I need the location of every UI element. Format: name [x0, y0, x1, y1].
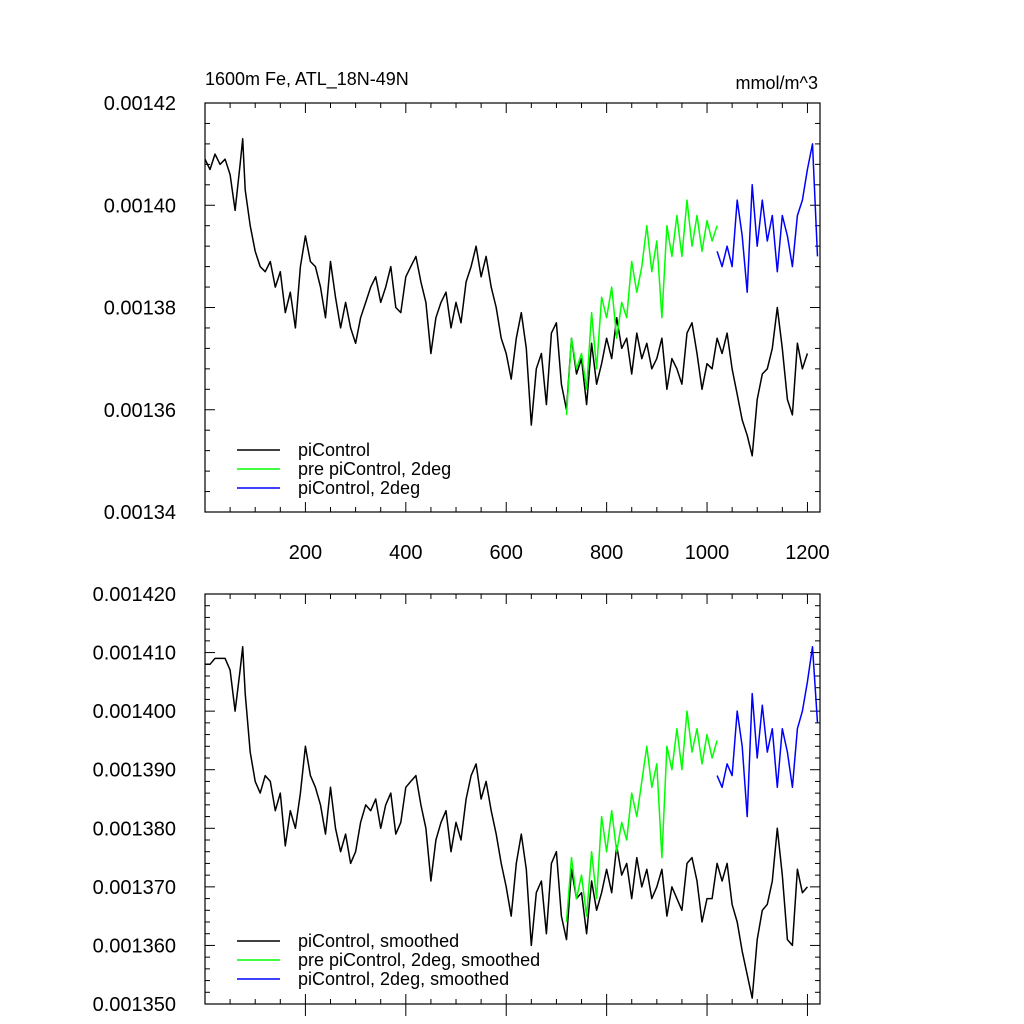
chart-panel-2: 0.001350 0.001360 0.001370 0.001380 0.001390… [93, 584, 821, 1016]
legend-label: piControl [298, 440, 370, 460]
chart-title: 1600m Fe, ATL_18N-49N [205, 69, 409, 90]
series-line-1 [205, 645, 808, 999]
legend-label: pre piControl, 2deg, smoothed [298, 950, 540, 970]
x-tick-label: 1200 [785, 542, 830, 564]
y-tick-label: 0.001350 [93, 994, 176, 1016]
legend-label: piControl, 2deg, smoothed [298, 969, 509, 989]
series-line-3 [716, 143, 819, 293]
legend-label: piControl, smoothed [298, 931, 459, 951]
y-tick-label: 0.00138 [104, 298, 176, 320]
y-tick-label: 0.00142 [104, 93, 176, 115]
series-line-1 [204, 138, 809, 457]
y-tick-label: 0.001360 [93, 935, 176, 957]
y-tick-label: 0.001380 [93, 818, 176, 840]
y-tick-label: 0.00134 [104, 502, 176, 524]
x-tick-label: 800 [590, 542, 623, 564]
y-tick-label: 0.001400 [93, 701, 176, 723]
legend-label: piControl, 2deg [298, 478, 420, 498]
y-tick-label: 0.00136 [104, 400, 176, 422]
chart-panel-1: 200 400 600 800 1000 1200 0.00134 0.00136 0.0013… [104, 69, 830, 564]
series-line-2 [565, 199, 718, 415]
legend-label: pre piControl, 2deg [298, 459, 451, 479]
x-tick-label: 400 [389, 542, 422, 564]
x-tick-label: 600 [490, 542, 523, 564]
y-tick-label: 0.001390 [93, 760, 176, 782]
series-line-2 [565, 710, 718, 923]
series-line-3 [716, 645, 819, 818]
x-tick-label: 200 [289, 542, 322, 564]
x-tick-label: 1000 [685, 542, 730, 564]
y-tick-label: 0.001370 [93, 877, 176, 899]
units-label: mmol/m^3 [736, 73, 818, 93]
y-tick-label: 0.001420 [93, 584, 176, 606]
y-tick-label: 0.00140 [104, 195, 176, 217]
plot-frame [204, 593, 821, 1005]
y-tick-label: 0.001410 [93, 643, 176, 665]
